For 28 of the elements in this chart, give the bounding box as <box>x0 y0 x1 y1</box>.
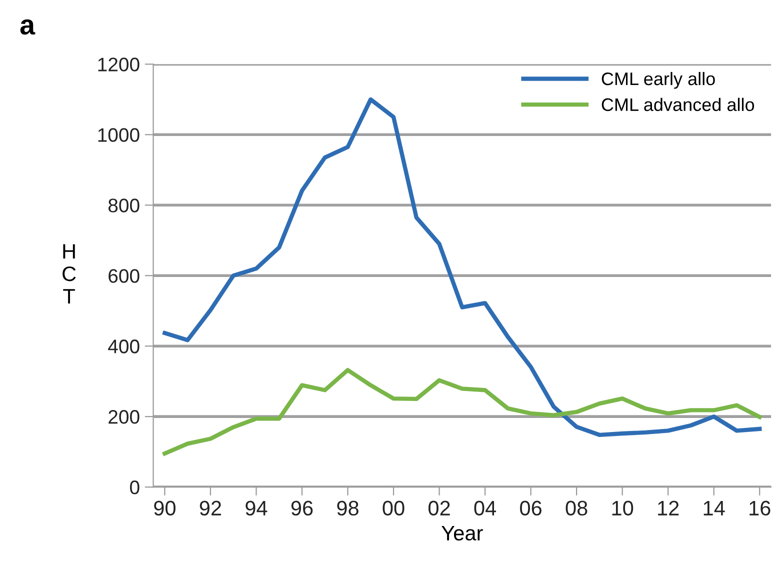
x-tick-label: 14 <box>704 501 725 516</box>
line-series <box>162 97 762 437</box>
x-tick-label: 96 <box>291 500 313 516</box>
y-tick-label: 1000 <box>98 128 140 142</box>
x-tick-label: 94 <box>246 500 268 516</box>
y-tick-label: 400 <box>108 340 140 354</box>
y-tick-label: 0 <box>130 480 140 494</box>
x-tick-label: 02 <box>428 500 450 516</box>
y-tick-label: 1200 <box>98 58 140 72</box>
x-tick-label: 92 <box>200 500 222 516</box>
line-series <box>162 368 762 456</box>
x-tick-label: 08 <box>566 500 588 516</box>
x-tick-label: 16 <box>750 500 770 516</box>
x-tick-label: 90 <box>154 500 176 516</box>
legend-label: CML early allo <box>602 72 715 89</box>
x-tick-label: 06 <box>520 500 542 516</box>
y-tick-label: 600 <box>108 269 140 283</box>
x-tick-label: 10 <box>612 500 634 516</box>
x-tick-label: 98 <box>337 500 358 516</box>
y-tick-label: 800 <box>108 198 140 212</box>
x-tick-label: 00 <box>382 500 404 516</box>
x-tick-label: 04 <box>474 500 496 516</box>
x-tick-label: 12 <box>658 500 679 516</box>
y-tick-label: 200 <box>108 410 140 424</box>
chart-title: a <box>20 19 36 35</box>
y-axis-title: H C T <box>62 244 76 304</box>
legend-label: CML advanced allo <box>602 98 754 112</box>
x-axis-title: Year <box>442 526 483 541</box>
